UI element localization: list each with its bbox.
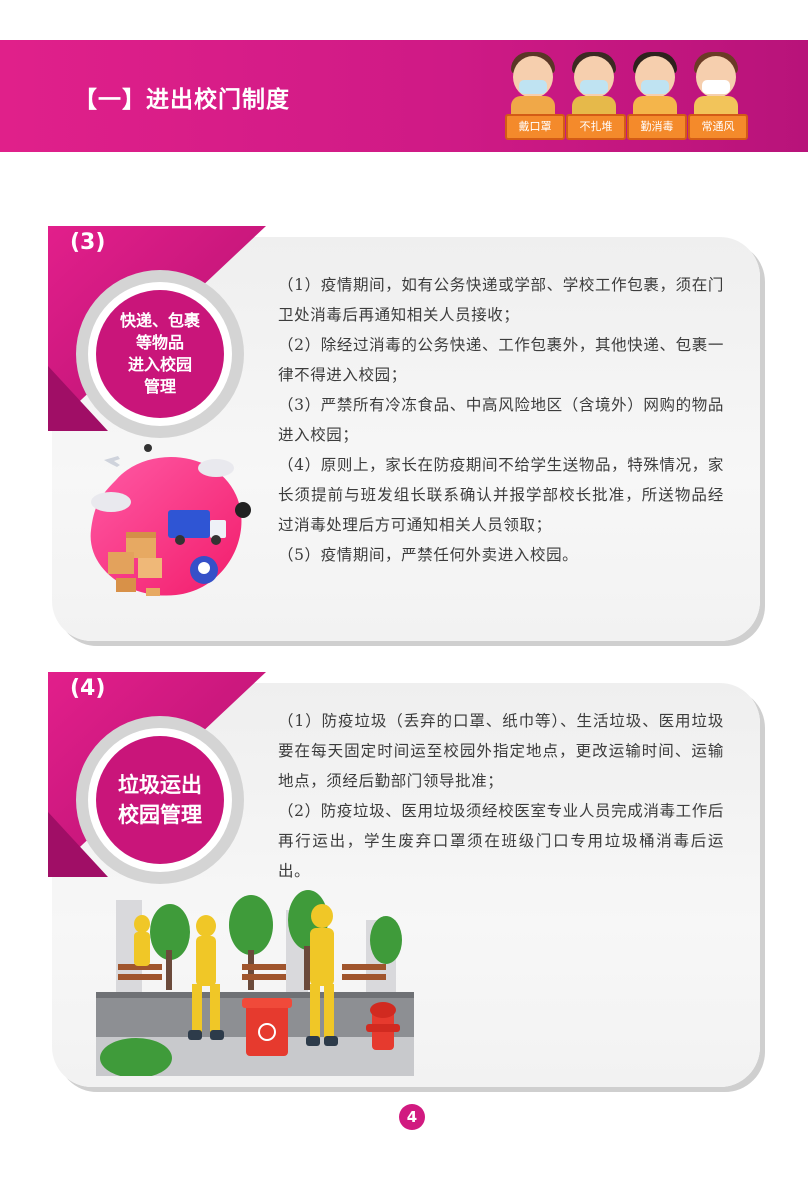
kid-sign: 戴口罩 xyxy=(505,114,565,140)
section-number: (3) xyxy=(70,230,106,255)
section-number: (4) xyxy=(70,676,106,701)
paragraph: （2）除经过消毒的公务快递、工作包裹外，其他快递、包裹一律不得进入校园； xyxy=(278,336,724,384)
delivery-illustration xyxy=(90,444,251,596)
kid-figure: 勤消毒 xyxy=(627,50,687,142)
section-label: 垃圾运出 校园管理 xyxy=(118,773,202,827)
page-title: 【一】进出校门制度 xyxy=(74,87,290,113)
section-tab: (3) 快递、包裹 等物品 进入校园 管理 xyxy=(48,226,266,438)
kid-figure: 戴口罩 xyxy=(505,50,565,142)
paragraph: （1）防疫垃圾（丢弃的口罩、纸巾等）、生活垃圾、医用垃圾要在每天固定时间运至校园… xyxy=(278,712,724,790)
kids-illustration: 戴口罩 不扎堆 勤消毒 常通风 xyxy=(505,50,748,142)
label-ring: 快递、包裹 等物品 进入校园 管理 xyxy=(76,270,244,438)
kid-figure: 不扎堆 xyxy=(566,50,626,142)
kid-sign: 勤消毒 xyxy=(627,114,687,140)
paragraph: （1）疫情期间，如有公务快递或学部、学校工作包裹，须在门卫处消毒后再通知相关人员… xyxy=(278,276,724,324)
disinfection-illustration xyxy=(96,890,414,1076)
kid-figure: 常通风 xyxy=(688,50,748,142)
paragraph: （5）疫情期间，严禁任何外卖进入校园。 xyxy=(278,546,579,564)
section-text: （1）疫情期间，如有公务快递或学部、学校工作包裹，须在门卫处消毒后再通知相关人员… xyxy=(278,270,724,570)
section-tab: (4) 垃圾运出 校园管理 xyxy=(48,672,266,884)
kid-sign: 常通风 xyxy=(688,114,748,140)
paragraph: （4）原则上，家长在防疫期间不给学生送物品，特殊情况，家长须提前与班发组长联系确… xyxy=(278,456,724,534)
section-text: （1）防疫垃圾（丢弃的口罩、纸巾等）、生活垃圾、医用垃圾要在每天固定时间运至校园… xyxy=(278,706,724,886)
label-ring: 垃圾运出 校园管理 xyxy=(76,716,244,884)
section-label: 快递、包裹 等物品 进入校园 管理 xyxy=(119,311,200,396)
paragraph: （2）防疫垃圾、医用垃圾须经校医室专业人员完成消毒工作后再行运出，学生废弃口罩须… xyxy=(278,802,724,880)
kid-sign: 不扎堆 xyxy=(566,114,626,140)
page-number: 4 xyxy=(399,1104,425,1130)
paragraph: （3）严禁所有冷冻食品、中高风险地区（含境外）网购的物品进入校园； xyxy=(278,396,724,444)
